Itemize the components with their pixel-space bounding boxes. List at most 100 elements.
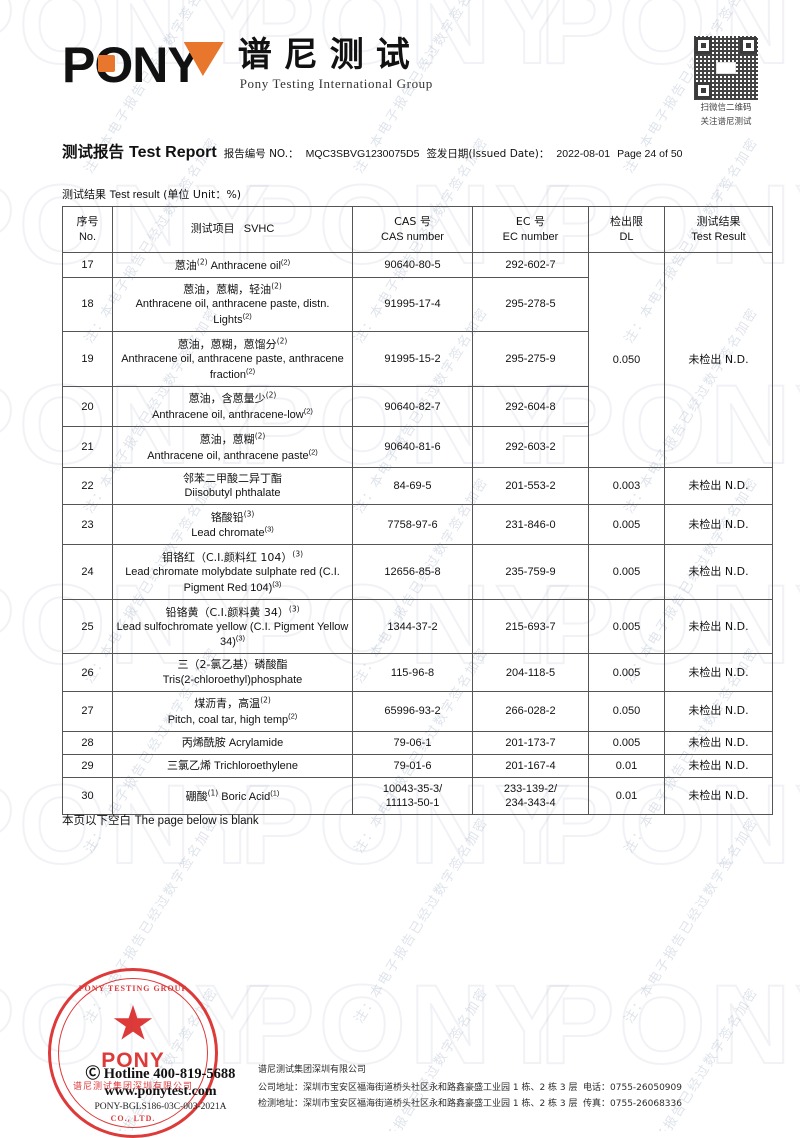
cell-no: 22 xyxy=(62,466,113,505)
cell-substance-name: 蒽油，蒽糊，蒽馏分(2) Anthracene oil, anthracene p… xyxy=(112,331,353,387)
cell-cas-number: 10043-35-3/11113-50-1 xyxy=(352,777,473,816)
cell-detection-limit: 0.005 xyxy=(588,598,665,655)
report-no-label: 报告编号 NO.： xyxy=(223,148,299,160)
cell-ec-number: 235-759-9 xyxy=(472,544,589,600)
cell-cas-number: 90640-82-7 xyxy=(352,385,473,428)
cell-substance-name: 邻苯二甲酸二异丁酯 Diisobutyl phthalate xyxy=(112,466,353,505)
qr-finder-top-left xyxy=(695,37,712,54)
company-red-seal-stamp: PONY TESTING GROUP PONY 谱尼测试集团深圳有限公司 CO.… xyxy=(48,968,218,1138)
cell-substance-name: 蒽油，蒽糊(2) Anthracene oil, anthracene paste… xyxy=(112,426,353,468)
cell-cas-number: 90640-81-6 xyxy=(352,426,473,468)
cell-cas-number: 79-06-1 xyxy=(352,731,473,756)
pony-wordmark: PONY xyxy=(62,36,201,93)
footer-contact-block: Ⓒ Hotline 400-819-5688 www.ponytest.com … xyxy=(58,1062,263,1112)
cell-substance-name: 三氯乙烯 Trichloroethylene xyxy=(112,754,353,779)
table-body: 17 蒽油(2) Anthracene oil(2) 90640-80-5 292-6… xyxy=(62,252,773,816)
cell-ec-number: 292-604-8 xyxy=(472,385,589,428)
cell-ec-number: 201-173-7 xyxy=(472,731,589,756)
page-indicator: Page 24 of 50 xyxy=(617,148,683,160)
svhc-result-table: 序号 No. 测试项目 SVHC CAS 号 CAS number EC 号 E… xyxy=(62,206,773,816)
col-header-cas: CAS 号 CAS number xyxy=(352,206,473,253)
cell-test-result: 未检出 N.D. xyxy=(664,690,773,733)
qr-caption-line2: 关注谱尼测试 xyxy=(700,117,752,128)
cell-ec-number: 204-118-5 xyxy=(472,653,589,692)
cell-detection-limit: 0.01 xyxy=(588,777,665,816)
report-title-row: 测试报告 Test Report 报告编号 NO.： MQC3SBVG12300… xyxy=(62,140,762,162)
qr-code-icon[interactable] xyxy=(694,36,758,100)
seal-center-word: PONY xyxy=(101,1049,165,1072)
cell-no: 21 xyxy=(62,426,113,468)
report-no-value: MQC3SBVG1230075D5 xyxy=(305,148,420,160)
cell-substance-name: 钼铬红（C.I.颜料红 104）(3) Lead chromate molybda… xyxy=(112,544,353,600)
cell-substance-name: 三（2-氯乙基）磷酸酯 Tris(2-chloroethyl)phosphate xyxy=(112,653,353,692)
company-cn-name-block: 谱尼测试 Pony Testing International Group xyxy=(237,35,433,92)
table-row: 26 三（2-氯乙基）磷酸酯 Tris(2-chloroethyl)phosphat… xyxy=(62,653,773,692)
cell-detection-limit: 0.003 xyxy=(588,466,665,505)
table-row: 25 铅铬黄（C.I.颜料黄 34）(3) Lead sulfochromate y… xyxy=(62,598,773,655)
cell-substance-name: 蒽油，蒽糊，轻油(2) Anthracene oil, anthracene pa… xyxy=(112,276,353,333)
star-icon xyxy=(113,1005,153,1040)
cell-cas-number: 91995-15-2 xyxy=(352,331,473,387)
logo-orange-square xyxy=(98,55,115,72)
qr-finder-bottom-left xyxy=(695,82,712,99)
footer-lab-address: 检测地址：深圳市宝安区福海街道桥头社区永和路鑫豪盛工业园 1 栋、2 栋 3 层 xyxy=(258,1099,578,1110)
table-row: 18 蒽油，蒽糊，轻油(2) Anthracene oil, anthracene … xyxy=(62,276,773,333)
footer-hotline: Ⓒ Hotline 400-819-5688 xyxy=(85,1066,236,1082)
cell-cas-number: 1344-37-2 xyxy=(352,598,473,655)
blank-note-en: The page below is blank xyxy=(134,815,259,827)
cell-no: 30 xyxy=(62,777,113,816)
cell-cas-number: 84-69-5 xyxy=(352,466,473,505)
footer-website[interactable]: www.ponytest.com xyxy=(104,1084,217,1099)
cell-detection-limit: 0.050 xyxy=(588,252,665,468)
table-row: 21 蒽油，蒽糊(2) Anthracene oil, anthracene pas… xyxy=(62,426,773,468)
cell-ec-number: 201-167-4 xyxy=(472,754,589,779)
cell-ec-number: 295-278-5 xyxy=(472,276,589,333)
footer-lab-address-row: 检测地址：深圳市宝安区福海街道桥头社区永和路鑫豪盛工业园 1 栋、2 栋 3 层… xyxy=(258,1096,778,1113)
cell-substance-name: 煤沥青，高温(2) Pitch, coal tar, high temp(2) xyxy=(112,690,353,733)
seal-arc-bottom-text: CO., LTD. xyxy=(110,1114,156,1123)
cell-no: 24 xyxy=(62,544,113,600)
table-row: 22 邻苯二甲酸二异丁酯 Diisobutyl phthalate 84-69-5 20… xyxy=(62,466,773,505)
table-header: 序号 No. 测试项目 SVHC CAS 号 CAS number EC 号 E… xyxy=(62,206,773,253)
table-row: 24 钼铬红（C.I.颜料红 104）(3) Lead chromate molyb… xyxy=(62,544,773,600)
cell-substance-name: 丙烯酰胺 Acrylamide xyxy=(112,731,353,756)
table-header-row: 序号 No. 测试项目 SVHC CAS 号 CAS number EC 号 E… xyxy=(62,206,773,253)
cell-substance-name: 铅铬黄（C.I.颜料黄 34）(3) Lead sulfochromate yel… xyxy=(112,598,353,655)
cell-cas-number: 115-96-8 xyxy=(352,653,473,692)
cell-no: 27 xyxy=(62,690,113,733)
cell-detection-limit: 0.050 xyxy=(588,690,665,733)
col-header-result: 测试结果 Test Result xyxy=(664,206,773,253)
qr-caption-line1: 扫微信二维码 xyxy=(700,103,752,113)
cell-detection-limit: 0.01 xyxy=(588,754,665,779)
footer-company-address-row: 公司地址：深圳市宝安区福海街道桥头社区永和路鑫豪盛工业园 1 栋、2 栋 3 层… xyxy=(258,1080,778,1097)
cell-test-result: 未检出 N.D. xyxy=(664,503,773,546)
report-title-cn: 测试报告 xyxy=(62,143,125,161)
table-row: 29 三氯乙烯 Trichloroethylene 79-01-6 201-167-4… xyxy=(62,754,773,779)
col-header-item: 测试项目 SVHC xyxy=(112,206,353,253)
test-result-caption-en: Test result xyxy=(109,189,160,201)
qr-center-logo xyxy=(716,62,736,74)
cell-cas-number: 65996-93-2 xyxy=(352,690,473,733)
footer-telephone: 电话：0755-26050909 xyxy=(583,1082,682,1093)
cell-test-result: 未检出 N.D. xyxy=(664,466,773,505)
footer-address-block: 谱尼测试集团深圳有限公司 公司地址：深圳市宝安区福海街道桥头社区永和路鑫豪盛工业… xyxy=(258,1062,778,1113)
table-row: 27 煤沥青，高温(2) Pitch, coal tar, high temp(2)… xyxy=(62,690,773,733)
cell-no: 18 xyxy=(62,276,113,333)
footer-fax: 传真：0755-26068336 xyxy=(583,1099,682,1110)
test-result-unit: (单位 Unit：%) xyxy=(163,188,242,201)
company-cn-name: 谱尼测试 xyxy=(237,35,422,75)
seal-arc-top-text: PONY TESTING GROUP xyxy=(78,984,188,993)
wechat-qr-block: 扫微信二维码 关注谱尼测试 xyxy=(674,36,778,129)
cell-test-result: 未检出 N.D. xyxy=(664,598,773,655)
cell-cas-number: 7758-97-6 xyxy=(352,503,473,546)
cell-no: 19 xyxy=(62,331,113,387)
cell-detection-limit: 0.005 xyxy=(588,503,665,546)
footer-company-name: 谱尼测试集团深圳有限公司 xyxy=(258,1065,367,1075)
cell-cas-number: 79-01-6 xyxy=(352,754,473,779)
test-result-caption-cn: 测试结果 xyxy=(62,188,106,201)
page-header: PONY 谱尼测试 Pony Testing International Gro… xyxy=(0,30,800,127)
cell-cas-number: 91995-17-4 xyxy=(352,276,473,333)
cell-cas-number: 90640-80-5 xyxy=(352,252,473,278)
cell-ec-number: 295-275-9 xyxy=(472,331,589,387)
col-header-ec: EC 号 EC number xyxy=(472,206,589,253)
